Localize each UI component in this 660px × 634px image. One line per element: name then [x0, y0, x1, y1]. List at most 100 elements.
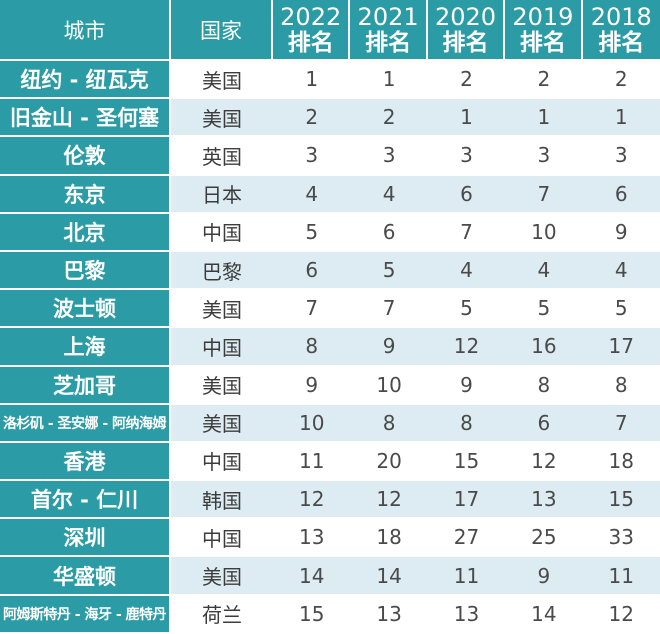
city-cell: 洛杉矶 - 圣安娜 - 阿纳海姆	[0, 404, 171, 443]
header-rank-label: 排名	[519, 29, 566, 56]
rank-cell: 7	[582, 404, 660, 443]
table-row: 香港 中国 11 20 15 12 18	[0, 442, 660, 482]
rank-cell: 20	[350, 442, 428, 482]
city-cell: 上海	[0, 328, 171, 367]
rank-cell: 4	[582, 251, 660, 291]
table-row: 首尔 - 仁川 韩国 12 12 17 13 15	[0, 481, 660, 520]
rank-cell: 15	[582, 481, 660, 520]
rank-cell: 8	[427, 404, 506, 443]
rank-cell: 18	[350, 519, 428, 558]
rank-cell: 12	[427, 328, 506, 367]
header-year-col: 2021 排名	[350, 0, 428, 61]
rank-cell: 17	[582, 328, 660, 367]
rank-cell: 9	[350, 328, 428, 367]
table-row: 纽约 - 纽瓦克 美国 1 1 2 2 2	[0, 61, 660, 100]
rank-cell: 11	[582, 557, 660, 596]
table-row: 洛杉矶 - 圣安娜 - 阿纳海姆 美国 10 8 8 6 7	[0, 404, 660, 443]
rank-cell: 2	[273, 99, 351, 138]
country-cell: 美国	[171, 99, 273, 138]
header-year-col: 2018 排名	[582, 0, 660, 61]
header-city: 城市	[0, 0, 171, 61]
city-cell: 首尔 - 仁川	[0, 481, 171, 520]
city-cell: 纽约 - 纽瓦克	[0, 61, 171, 100]
rank-cell: 4	[273, 175, 351, 214]
table-row: 深圳 中国 13 18 27 25 33	[0, 519, 660, 558]
rank-cell: 15	[273, 595, 351, 634]
rank-cell: 8	[582, 366, 660, 405]
country-cell: 美国	[171, 557, 273, 596]
rank-cell: 10	[350, 366, 428, 405]
rank-cell: 8	[350, 404, 428, 443]
header-year: 2020	[434, 2, 497, 31]
city-cell: 华盛顿	[0, 557, 171, 596]
header-year: 2019	[512, 2, 574, 31]
rank-cell: 14	[273, 557, 351, 596]
table-row: 巴黎 巴黎 6 5 4 4 4	[0, 251, 660, 291]
rank-cell: 27	[427, 519, 506, 558]
header-year-col: 2020 排名	[427, 0, 506, 61]
rank-cell: 1	[582, 99, 660, 138]
rank-cell: 13	[273, 519, 351, 558]
country-cell: 英国	[171, 137, 273, 176]
rank-cell: 3	[427, 137, 506, 176]
rank-cell: 11	[273, 442, 351, 482]
table-row: 阿姆斯特丹 - 海牙 - 鹿特丹 荷兰 15 13 13 14 12	[0, 595, 660, 634]
rank-cell: 6	[350, 213, 428, 252]
rank-cell: 10	[273, 404, 351, 443]
header-year-col: 2022 排名	[273, 0, 351, 61]
rank-cell: 13	[505, 481, 583, 520]
rank-cell: 13	[427, 595, 506, 634]
country-cell: 巴黎	[171, 251, 273, 291]
rank-cell: 1	[427, 99, 506, 138]
rank-cell: 7	[427, 213, 506, 252]
rank-cell: 15	[427, 442, 506, 482]
rank-cell: 1	[505, 99, 583, 138]
city-cell: 波士顿	[0, 290, 171, 329]
table-row: 北京 中国 5 6 7 10 9	[0, 213, 660, 252]
header-country: 国家	[171, 0, 273, 61]
rank-cell: 12	[273, 481, 351, 520]
table-row: 旧金山 - 圣何塞 美国 2 2 1 1 1	[0, 99, 660, 138]
rank-cell: 3	[350, 137, 428, 176]
country-cell: 日本	[171, 175, 273, 214]
country-cell: 中国	[171, 213, 273, 252]
rank-cell: 13	[350, 595, 428, 634]
rank-cell: 6	[505, 404, 583, 443]
rank-cell: 5	[582, 290, 660, 329]
city-cell: 阿姆斯特丹 - 海牙 - 鹿特丹	[0, 595, 171, 634]
rank-cell: 4	[350, 175, 428, 214]
rank-cell: 18	[582, 442, 660, 482]
rank-cell: 6	[427, 175, 506, 214]
country-cell: 中国	[171, 442, 273, 482]
rank-cell: 4	[505, 251, 583, 291]
rank-cell: 5	[350, 251, 428, 291]
rank-cell: 12	[505, 442, 583, 482]
rank-cell: 9	[273, 366, 351, 405]
table-row: 伦敦 英国 3 3 3 3 3	[0, 137, 660, 176]
city-cell: 香港	[0, 442, 171, 482]
header-rank-label: 排名	[442, 29, 489, 56]
rank-cell: 2	[427, 61, 506, 100]
header-rank-label: 排名	[598, 29, 645, 56]
rank-cell: 11	[427, 557, 506, 596]
table-body: 纽约 - 纽瓦克 美国 1 1 2 2 2 旧金山 - 圣何塞 美国 2 2 1 1 1 伦敦 英国 3 3 3 3 3…	[0, 61, 660, 634]
city-cell: 东京	[0, 175, 171, 214]
rank-cell: 7	[505, 175, 583, 214]
rank-cell: 7	[350, 290, 428, 329]
rank-cell: 14	[350, 557, 428, 596]
rank-cell: 3	[273, 137, 351, 176]
header-year: 2021	[357, 2, 419, 31]
rank-cell: 2	[505, 61, 583, 100]
rank-cell: 5	[505, 290, 583, 329]
rank-cell: 14	[505, 595, 583, 634]
rank-cell: 6	[273, 251, 351, 291]
rank-cell: 33	[582, 519, 660, 558]
country-cell: 荷兰	[171, 595, 273, 634]
country-cell: 美国	[171, 61, 273, 100]
table-row: 波士顿 美国 7 7 5 5 5	[0, 290, 660, 329]
rank-cell: 5	[427, 290, 506, 329]
rank-cell: 9	[582, 213, 660, 252]
rank-cell: 2	[350, 99, 428, 138]
city-cell: 芝加哥	[0, 366, 171, 405]
